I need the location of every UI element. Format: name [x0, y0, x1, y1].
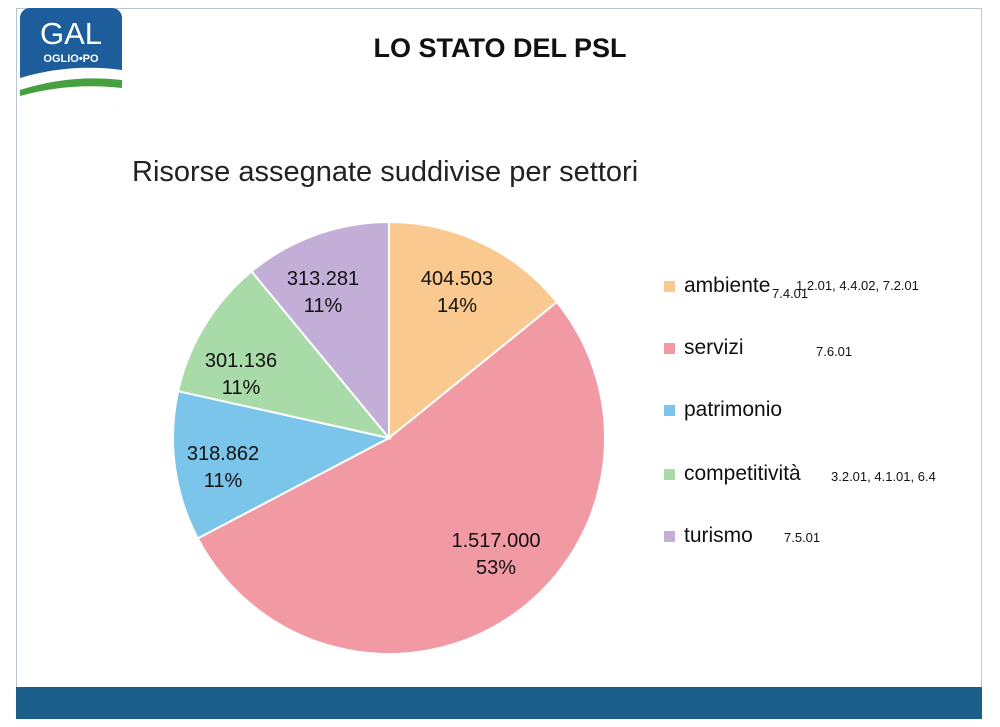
data-label-value-competitivita: 301.136 [205, 350, 277, 372]
data-label-value-ambiente: 404.503 [421, 268, 493, 290]
legend-label-turismo: turismo [684, 524, 753, 547]
legend-label-servizi: servizi [684, 336, 744, 359]
pie-slice-competitivita [176, 269, 392, 440]
pie-slice-turismo [250, 220, 390, 441]
data-label-percent-patrimonio: 11% [204, 470, 243, 492]
chart-legend: ambiente 1.2.01, 4.4.02, 7.2.01 7.4.01 s… [664, 268, 984, 558]
legend-swatch-competitivita [664, 469, 675, 480]
legend-label-ambiente: ambiente [684, 274, 771, 297]
data-label-percent-ambiente: 14% [437, 295, 477, 317]
pie-slice-patrimonio [172, 389, 392, 540]
pie-slice-servizi [196, 300, 606, 655]
gal-oglio-po-logo: GAL OGLIO•PO [20, 8, 122, 110]
legend-label-competitivita: competitività [684, 462, 801, 485]
legend-swatch-turismo [664, 531, 675, 542]
data-label-percent-competitivita: 11% [222, 377, 261, 399]
slide-title: LO STATO DEL PSL [373, 33, 627, 63]
legend-swatch-servizi [664, 343, 675, 354]
data-label-value-servizi: 1.517.000 [452, 530, 541, 552]
legend-label-patrimonio: patrimonio [684, 398, 783, 421]
legend-note-competitivita-codes: 3.2.01, 4.1.01, 6.4 [831, 469, 936, 484]
legend-swatch-patrimonio [664, 405, 675, 416]
pie-slice-ambiente [388, 220, 559, 441]
legend-note-ambiente-codes: 1.2.01, 4.4.02, 7.2.01 [796, 278, 919, 293]
footer-bar [16, 687, 982, 719]
legend-swatch-ambiente [664, 281, 675, 292]
data-label-percent-turismo: 11% [304, 295, 343, 317]
logo-text: GAL [40, 16, 102, 51]
legend-note-servizi-codes: 7.6.01 [816, 344, 853, 359]
data-label-value-patrimonio: 318.862 [187, 443, 259, 465]
data-label-value-turismo: 313.281 [287, 268, 359, 290]
legend-note-ambiente-extra: 7.4.01 [772, 286, 809, 301]
data-label-percent-servizi: 53% [476, 557, 516, 579]
chart-title: Risorse assegnate suddivise per settori [132, 156, 639, 188]
logo-subtext: OGLIO•PO [43, 53, 99, 65]
legend-note-turismo-codes: 7.5.01 [784, 530, 821, 545]
